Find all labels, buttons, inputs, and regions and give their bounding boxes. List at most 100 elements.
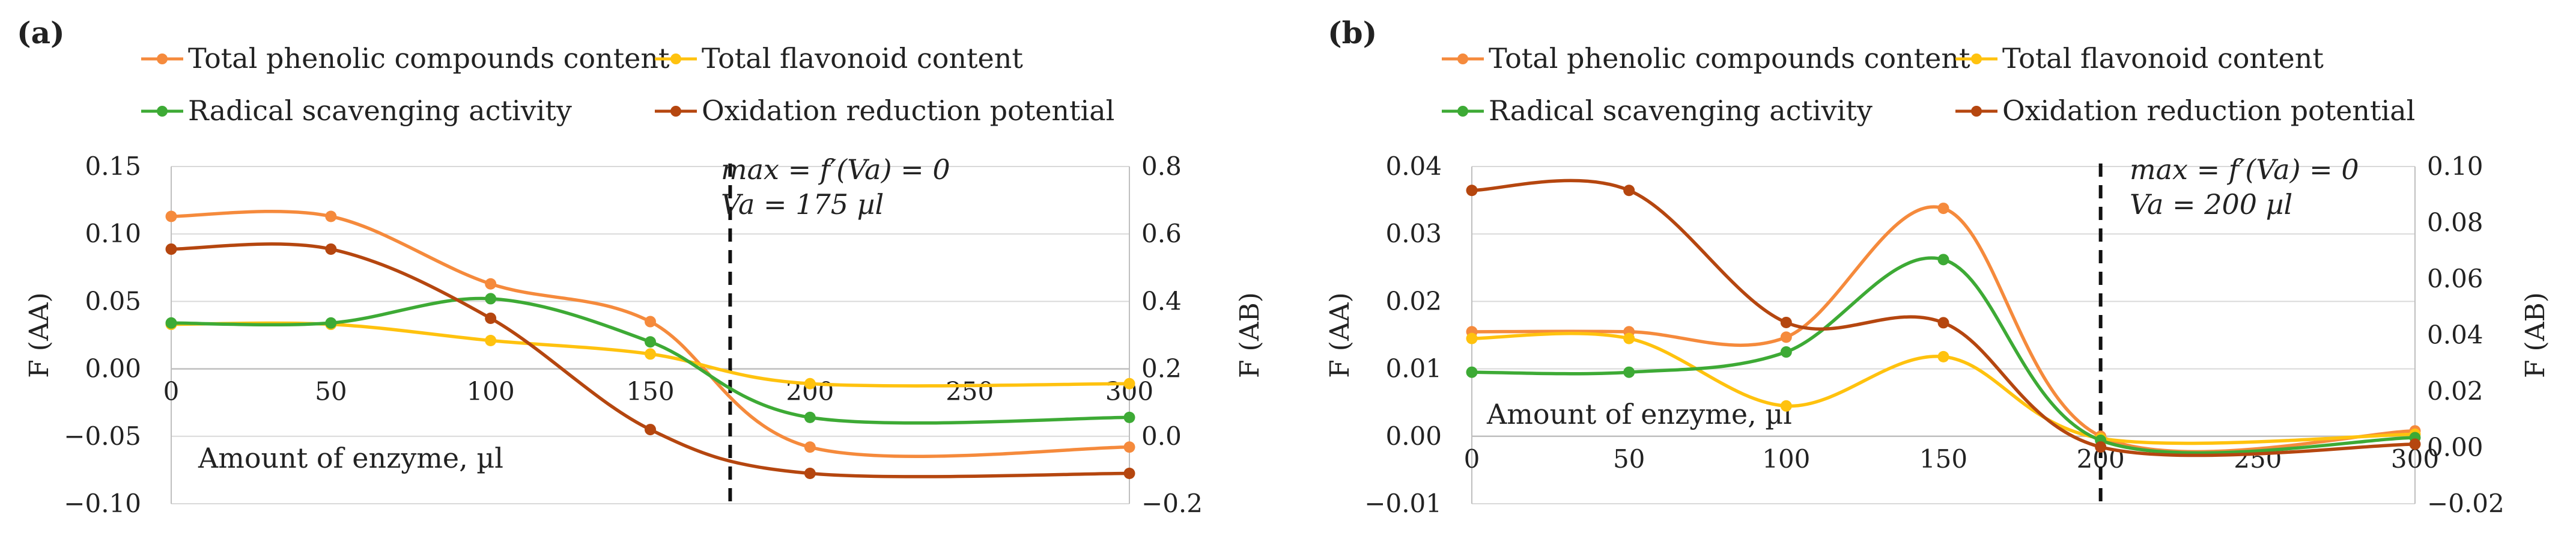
data-point-total-flavonoid-content-300 — [1123, 378, 1135, 390]
data-point-total-flavonoid-content-100 — [1780, 400, 1792, 412]
legend-marker-total-phenolic-compounds-content — [157, 53, 168, 64]
y-left-tick-label: 0.10 — [85, 219, 141, 248]
legend-marker-oxidation-reduction-potential — [670, 106, 681, 117]
data-point-total-phenolic-compounds-content-100 — [485, 278, 497, 290]
data-point-oxidation-reduction-potential-100 — [1780, 316, 1792, 328]
panel-label: (b) — [1328, 15, 1377, 50]
x-axis-title: Amount of enzyme, µl — [1486, 398, 1792, 430]
x-tick-label: 250 — [946, 377, 994, 406]
data-point-total-phenolic-compounds-content-150 — [645, 316, 656, 328]
annotation-va: Va = 175 µl — [721, 188, 884, 221]
data-point-total-flavonoid-content-50 — [1623, 332, 1635, 344]
legend-label-total-phenolic-compounds-content: Total phenolic compounds content — [188, 42, 670, 75]
y-left-tick-label: −0.01 — [1364, 489, 1442, 518]
data-point-radical-scavenging-activity-150 — [645, 336, 656, 348]
y-left-tick-label: 0.01 — [1385, 354, 1442, 384]
data-point-radical-scavenging-activity-300 — [1123, 411, 1135, 423]
y-right-tick-label: 0.6 — [1141, 219, 1182, 248]
legend-marker-total-flavonoid-content — [1971, 53, 1982, 64]
y-left-tick-label: 0.00 — [1385, 421, 1442, 451]
data-point-total-phenolic-compounds-content-100 — [1780, 331, 1792, 343]
y-right-tick-label: 0.10 — [2427, 151, 2483, 181]
x-tick-label: 50 — [315, 377, 347, 406]
data-point-oxidation-reduction-potential-300 — [1123, 468, 1135, 480]
legend-marker-radical-scavenging-activity — [1457, 106, 1468, 117]
data-point-total-flavonoid-content-0 — [1466, 332, 1478, 344]
annotation-max: max = f′(Va) = 0 — [2130, 153, 2359, 186]
data-point-radical-scavenging-activity-50 — [325, 317, 337, 329]
y-right-axis-title: F (AB) — [2520, 292, 2551, 378]
legend-marker-total-flavonoid-content — [670, 53, 681, 64]
data-point-radical-scavenging-activity-150 — [1937, 254, 1949, 266]
series-line-total-phenolic-compounds-content — [171, 209, 1130, 458]
y-left-axis-title: F (AA) — [24, 292, 55, 378]
y-right-tick-label: 0.0 — [1141, 421, 1182, 451]
y-right-tick-label: 0.06 — [2427, 264, 2483, 293]
y-left-axis-title: F (AA) — [1325, 292, 1355, 378]
y-right-tick-label: −0.02 — [2427, 489, 2505, 518]
legend-label-radical-scavenging-activity: Radical scavenging activity — [1489, 94, 1873, 127]
y-right-tick-label: 0.8 — [1141, 151, 1182, 181]
y-left-tick-label: −0.10 — [64, 489, 141, 518]
data-point-radical-scavenging-activity-100 — [1780, 346, 1792, 358]
data-point-oxidation-reduction-potential-0 — [1466, 185, 1478, 197]
data-point-radical-scavenging-activity-100 — [485, 293, 497, 305]
y-left-tick-label: 0.02 — [1385, 286, 1442, 316]
x-tick-label: 100 — [467, 377, 515, 406]
annotation-max: max = f′(Va) = 0 — [721, 153, 950, 186]
x-tick-label: 50 — [1613, 444, 1645, 474]
data-point-oxidation-reduction-potential-0 — [165, 243, 177, 255]
legend-marker-radical-scavenging-activity — [157, 106, 168, 117]
legend-marker-total-phenolic-compounds-content — [1457, 53, 1468, 64]
legend-label-total-flavonoid-content: Total flavonoid content — [2002, 42, 2324, 75]
x-tick-label: 0 — [1464, 444, 1480, 474]
data-point-radical-scavenging-activity-0 — [165, 317, 177, 329]
data-point-oxidation-reduction-potential-300 — [2409, 438, 2421, 450]
data-point-total-flavonoid-content-100 — [485, 334, 497, 346]
data-point-radical-scavenging-activity-0 — [1466, 366, 1478, 378]
data-point-total-phenolic-compounds-content-150 — [1937, 203, 1949, 215]
data-point-oxidation-reduction-potential-50 — [325, 243, 337, 255]
y-right-tick-label: 0.2 — [1141, 354, 1182, 384]
y-right-axis-title: F (AB) — [1235, 292, 1265, 378]
y-right-tick-label: 0.00 — [2427, 433, 2483, 462]
data-point-oxidation-reduction-potential-200 — [2095, 441, 2107, 453]
data-point-total-flavonoid-content-150 — [645, 348, 656, 360]
data-point-oxidation-reduction-potential-200 — [804, 468, 816, 480]
legend-label-total-flavonoid-content: Total flavonoid content — [702, 42, 1023, 75]
x-axis-title: Amount of enzyme, µl — [198, 442, 503, 474]
annotation-va: Va = 200 µl — [2130, 188, 2292, 221]
panel-label: (a) — [17, 15, 65, 50]
data-point-total-flavonoid-content-200 — [804, 378, 816, 390]
panel-b: (b) Total phenolic compounds content Total… — [1325, 15, 2551, 518]
legend-marker-oxidation-reduction-potential — [1971, 106, 1982, 117]
x-tick-label: 150 — [1919, 444, 1967, 474]
data-point-total-phenolic-compounds-content-200 — [804, 441, 816, 453]
data-point-radical-scavenging-activity-50 — [1623, 366, 1635, 378]
x-tick-label: 0 — [163, 377, 180, 406]
y-right-tick-label: 0.02 — [2427, 376, 2483, 406]
series-line-radical-scavenging-activity — [171, 296, 1130, 425]
legend-label-oxidation-reduction-potential: Oxidation reduction potential — [702, 94, 1114, 127]
y-right-tick-label: 0.08 — [2427, 208, 2483, 237]
y-left-tick-label: 0.00 — [85, 354, 141, 384]
x-tick-label: 100 — [1762, 444, 1810, 474]
data-point-total-phenolic-compounds-content-50 — [325, 210, 337, 222]
y-left-tick-label: 0.03 — [1385, 219, 1442, 248]
y-left-tick-label: 0.04 — [1385, 151, 1442, 181]
data-point-total-flavonoid-content-150 — [1937, 350, 1949, 362]
data-point-total-phenolic-compounds-content-300 — [1123, 441, 1135, 453]
y-left-tick-label: 0.15 — [85, 151, 141, 181]
y-right-tick-label: −0.2 — [1141, 489, 1203, 518]
panel-a: (a) Total phenolic compounds content Total… — [17, 15, 1265, 518]
legend-label-total-phenolic-compounds-content: Total phenolic compounds content — [1489, 42, 1970, 75]
y-right-tick-label: 0.4 — [1141, 286, 1182, 316]
data-point-radical-scavenging-activity-200 — [804, 411, 816, 423]
legend-label-oxidation-reduction-potential: Oxidation reduction potential — [2002, 94, 2415, 127]
y-right-tick-label: 0.04 — [2427, 320, 2483, 350]
data-point-oxidation-reduction-potential-150 — [1937, 317, 1949, 329]
data-point-oxidation-reduction-potential-100 — [485, 312, 497, 324]
x-tick-label: 150 — [626, 377, 674, 406]
data-point-total-phenolic-compounds-content-0 — [165, 210, 177, 222]
